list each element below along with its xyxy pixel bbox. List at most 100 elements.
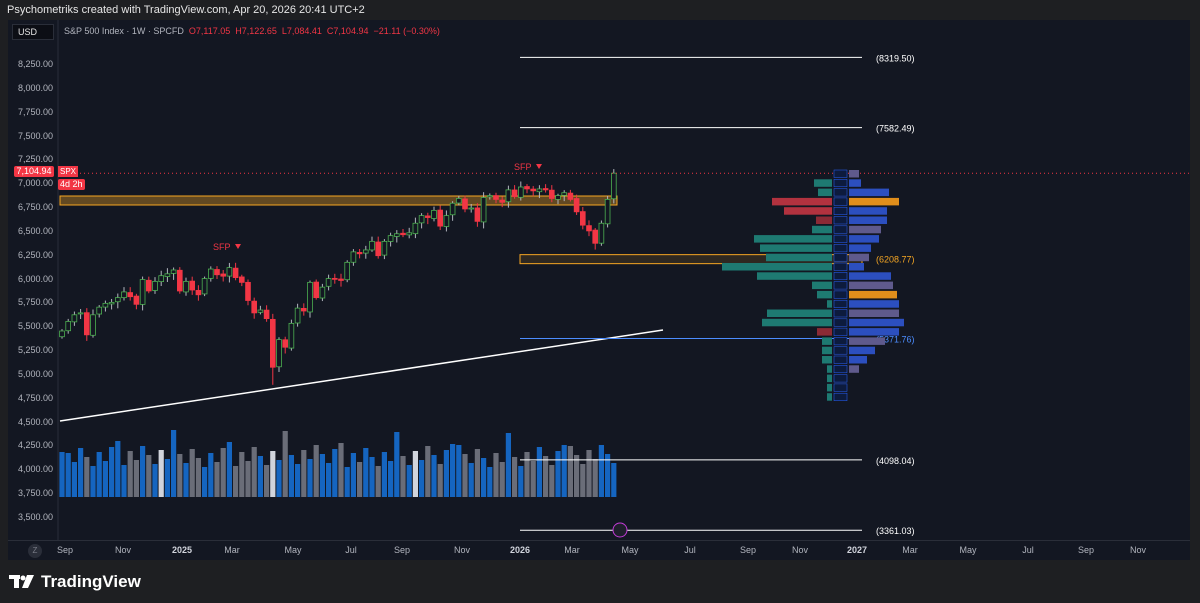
volume-bar: [257, 456, 263, 497]
candle: [356, 252, 363, 255]
volume-bar: [357, 462, 363, 497]
price-chart[interactable]: (8319.50) (7582.49) (6208.77) (5371.76) (409…: [8, 20, 1190, 540]
volume-bar: [90, 466, 96, 497]
profile-price-cell: [833, 383, 848, 392]
price-tick: 7,500.00: [18, 130, 54, 141]
candle: [90, 314, 96, 336]
candle: [139, 279, 146, 305]
level-label: (8319.50): [876, 53, 915, 63]
volume-bar: [456, 445, 462, 497]
candle: [207, 268, 214, 279]
candle: [220, 273, 227, 277]
price-tick: 8,000.00: [18, 82, 54, 93]
profile-buy-bar: [849, 207, 887, 215]
profile-buy-bar: [849, 290, 897, 299]
profile-price-cell: [833, 337, 848, 346]
volume-bar: [350, 453, 356, 497]
volume-bar: [109, 447, 115, 497]
profile-buy-bar: [849, 225, 881, 234]
candle: [437, 209, 443, 227]
time-tick: May: [959, 545, 977, 555]
candle: [406, 232, 412, 236]
profile-buy-bar: [849, 337, 885, 345]
candle: [331, 277, 338, 280]
volume-bar: [493, 453, 499, 497]
candle: [369, 240, 375, 251]
volume-bar: [140, 446, 146, 497]
profile-price-cell: [833, 309, 848, 318]
tradingview-logo[interactable]: TradingView: [9, 572, 141, 592]
time-axis[interactable]: Z Sep Nov 2025 Mar May Jul Sep Nov 2026 Mar May Jul S…: [8, 540, 1190, 560]
candle: [189, 280, 196, 291]
price-tick: 3,500.00: [18, 511, 54, 522]
profile-price-cell: [833, 225, 848, 234]
chart-pane[interactable]: (8319.50) (7582.49) (6208.77) (5371.76) (409…: [8, 20, 1190, 540]
profile-buy-bar: [849, 318, 904, 327]
candle: [375, 241, 381, 257]
candle: [524, 186, 530, 190]
symbol-title[interactable]: S&P 500 Index · 1W · SPCFD: [64, 26, 184, 36]
candle: [294, 307, 301, 324]
volume-bar: [220, 448, 226, 497]
volume-bar: [233, 466, 239, 497]
candle: [238, 276, 245, 283]
profile-buy-bar: [849, 216, 887, 224]
candle: [480, 197, 487, 223]
volume-bar: [270, 451, 276, 497]
timezone-button[interactable]: Z: [28, 544, 42, 558]
volume-bar: [481, 458, 487, 497]
price-tick: 7,250.00: [18, 154, 54, 165]
profile-sell-bar: [784, 207, 832, 215]
candle: [152, 281, 158, 291]
volume-bar: [536, 447, 542, 497]
last-price-value: 7,104.94: [14, 166, 54, 177]
price-tick: 4,000.00: [18, 464, 54, 475]
alert-bolt-icon: [612, 522, 628, 538]
profile-price-cell: [833, 244, 848, 253]
volume-bar: [245, 461, 251, 497]
candle: [468, 207, 474, 210]
volume-bar: [59, 452, 65, 497]
candle: [232, 267, 239, 279]
candle: [269, 318, 276, 368]
change-value: −21.11 (−0.30%): [373, 26, 440, 36]
price-tick: 3,750.00: [18, 488, 54, 499]
profile-sell-bar: [767, 309, 832, 317]
volume-bar: [512, 457, 518, 497]
profile-sell-bar: [760, 244, 832, 252]
time-tick: 2026: [509, 545, 531, 555]
volume-bar: [301, 450, 307, 497]
volume-bar: [121, 465, 127, 497]
candle: [530, 188, 536, 192]
volume-bar: [214, 462, 220, 497]
volume-bar: [487, 467, 493, 497]
candle: [176, 269, 183, 292]
profile-price-cell: [833, 272, 848, 281]
candle: [431, 209, 437, 219]
profile-price-cell: [833, 365, 848, 374]
volume-bar: [394, 432, 400, 497]
volume-bar: [549, 465, 555, 497]
volume-bar: [146, 455, 152, 497]
candle: [412, 222, 419, 235]
currency-button[interactable]: USD: [12, 24, 54, 40]
profile-buy-bar: [849, 300, 899, 308]
profile-price-cell: [833, 346, 848, 355]
profile-sell-bar: [822, 337, 832, 345]
candle: [313, 281, 319, 299]
price-tick: 5,000.00: [18, 368, 54, 379]
profile-sell-bar: [762, 318, 832, 327]
volume-bar: [400, 456, 406, 497]
volume-bar: [567, 446, 573, 497]
brand-name: TradingView: [41, 572, 141, 591]
volume-bar: [319, 454, 325, 497]
candle: [381, 240, 388, 256]
candle: [251, 300, 258, 314]
volume-bar: [574, 455, 580, 497]
candle: [517, 186, 524, 198]
profile-buy-bar: [849, 263, 864, 271]
volume-bar: [406, 465, 412, 497]
time-tick: Nov: [1129, 545, 1147, 555]
level-label: (3361.03): [876, 526, 915, 536]
candle: [462, 198, 468, 210]
